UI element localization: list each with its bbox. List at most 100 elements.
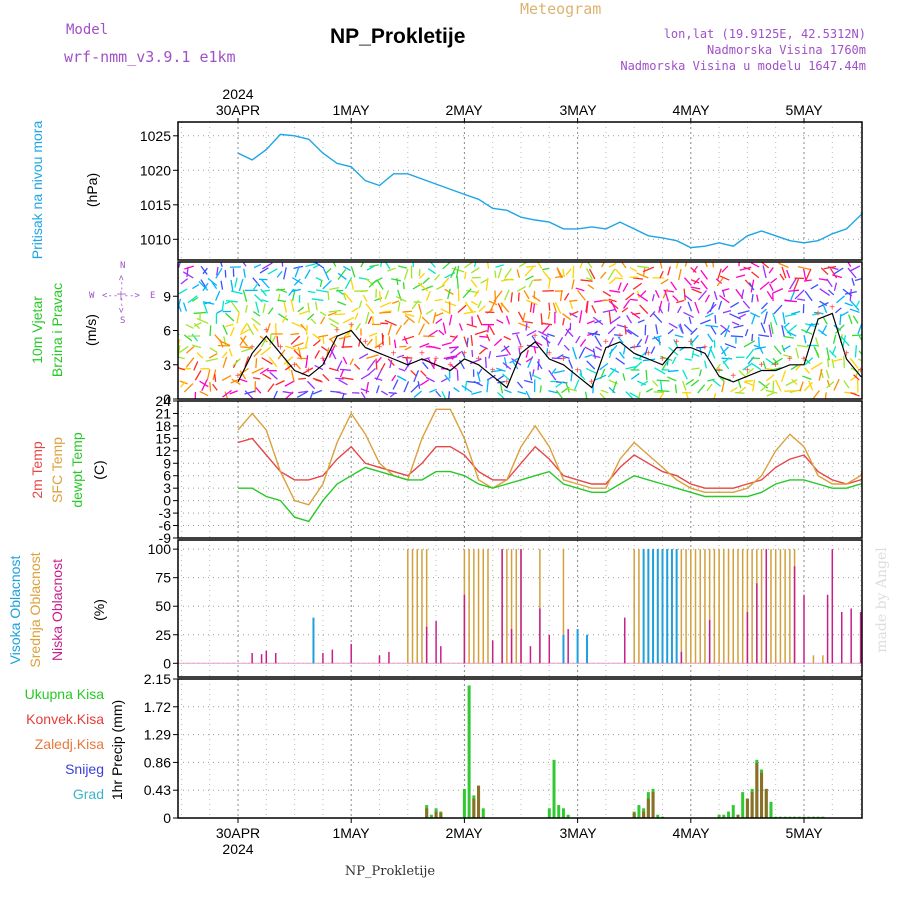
wind-gust-mark: + [603,337,609,348]
wind-arrow [888,337,894,348]
wind-arrow [220,262,223,267]
wind-arrow [547,311,551,320]
wind-arrow [325,267,332,274]
wind-arrow [518,322,530,329]
wind-arrow [867,303,874,311]
wind-arrow [447,288,451,300]
y-tick-label: 3 [163,357,171,373]
wind-arrow [304,269,311,280]
wind-arrow [577,289,586,301]
wind-arrow [178,366,186,371]
wind-arrow [803,279,812,282]
wind-arrow [644,335,649,344]
wind-arrow [608,386,616,394]
conv-precip-bar [632,812,636,818]
wind-arrow [511,332,520,335]
wind-arrow [667,376,677,382]
wind-arrow [392,300,400,304]
wind-arrow [600,389,609,394]
wind-arrow [510,292,513,303]
wind-arrow [683,311,694,319]
wind-arrow [267,268,278,275]
wind-arrow [220,280,224,290]
wind-arrow [366,354,379,359]
wind-arrow [882,353,888,358]
wind-arrow [572,265,575,279]
wind-arrow [417,282,429,292]
wind-arrow [638,391,641,399]
wind-arrow [751,271,760,279]
wind-arrow [895,311,900,312]
wind-arrow [327,311,337,316]
wind-arrow [211,281,218,290]
y-tick-label: -9 [159,530,172,546]
bottom-day-label: 2MAY [445,825,483,841]
wind-gust-mark: + [744,365,750,376]
wind-arrow [255,301,260,313]
wind-arrow [456,276,459,289]
wind-arrow [864,393,874,398]
wind-arrow [396,354,405,359]
wind-arrow [863,361,866,368]
wind-arrow [522,312,526,323]
wind-arrow [564,327,571,337]
wind-arrow [844,302,853,307]
wind-arrow [297,306,305,313]
wind-arrow [476,314,483,326]
wind-arrow [421,285,434,291]
wind-arrow [896,360,900,371]
wind-arrow [607,326,616,335]
conv-precip-bar [750,792,754,818]
wind-arrow [843,380,850,389]
wind-arrow [180,381,186,388]
wind-arrow [850,265,861,272]
watermark: made by Angel [874,547,890,653]
wind-arrow [504,268,512,279]
wind-arrow [470,279,478,288]
wind-arrow [751,333,754,342]
wind-arrow [690,327,698,336]
wind-arrow [654,367,666,375]
wind-arrow [652,312,663,324]
wind-gust-mark: + [801,354,807,365]
wind-arrow [376,279,384,290]
wind-arrow [709,346,716,359]
wind-arrow [360,388,370,393]
wind-arrow [444,300,457,307]
wind-arrow [486,333,491,342]
wind-arrow [887,324,892,333]
wind-arrow [466,337,469,346]
wind-arrow [629,392,639,399]
wind-arrow [478,305,486,313]
wind-arrow [750,362,762,371]
wind-arrow [750,279,755,293]
wind-arrow [516,381,524,389]
wind-arrow [790,364,799,371]
wind-arrow [262,262,273,270]
wind-arrow [223,336,227,347]
wind-arrow [584,391,588,399]
wind-arrow [438,329,445,336]
wind-arrow [183,334,193,342]
wind-arrow [191,296,199,302]
wind-arrow [691,350,695,359]
wind-arrow [557,337,564,346]
wind-arrow [255,387,262,394]
wind-arrow [171,390,177,399]
wind-arrow [724,343,737,349]
wind-arrow [751,294,754,303]
wind-arrow [312,389,323,395]
wind-arrow [398,367,406,372]
wind-arrow [772,288,784,294]
wind-arrow [834,307,842,314]
conv-precip-bar [434,811,438,818]
wind-arrow [757,336,760,347]
wind-arrow [784,313,797,317]
wind-arrow [290,299,295,312]
wind-arrow [178,291,179,292]
y-tick-label: 9 [163,288,171,304]
wind-arrow [644,346,649,356]
wind-arrow [763,311,768,325]
wind-arrow [516,269,521,278]
wind-arrow [328,317,340,325]
